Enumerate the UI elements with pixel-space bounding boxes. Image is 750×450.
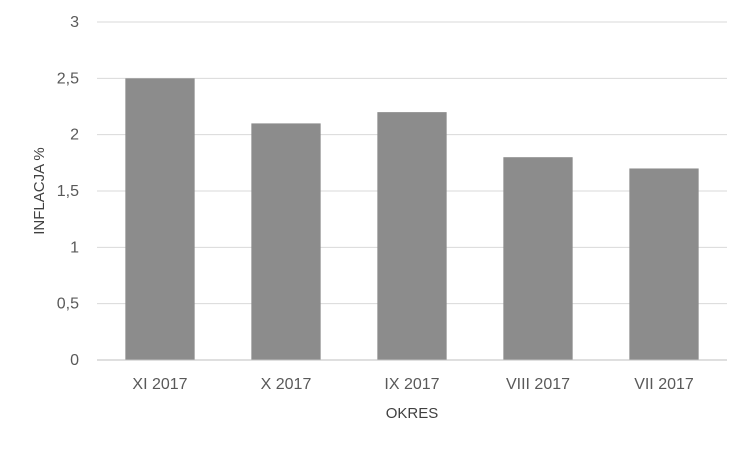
y-tick-label: 1 — [70, 239, 79, 256]
x-axis-title: OKRES — [386, 405, 439, 422]
y-tick-label: 0,5 — [57, 296, 79, 313]
bar — [629, 168, 699, 360]
bar — [251, 123, 321, 361]
y-tick-labels: 0 0,5 1 1,5 2 2,5 3 — [57, 14, 79, 369]
x-tick-labels: XI 2017 X 2017 IX 2017 VIII 2017 VII 2017 — [132, 376, 693, 393]
y-tick-label: 0 — [70, 352, 79, 369]
y-tick-label: 2 — [70, 127, 79, 144]
y-tick-label: 2,5 — [57, 70, 79, 87]
bar — [377, 112, 447, 360]
x-tick-label: XI 2017 — [132, 376, 187, 393]
x-tick-label: VIII 2017 — [506, 376, 570, 393]
bars-group — [125, 78, 699, 361]
x-tick-label: IX 2017 — [384, 376, 439, 393]
bar — [125, 78, 195, 360]
y-axis-title: INFLACJA % — [31, 147, 48, 235]
y-tick-label: 3 — [70, 14, 79, 31]
x-tick-label: X 2017 — [261, 376, 312, 393]
x-tick-label: VII 2017 — [634, 376, 694, 393]
bar — [503, 157, 573, 360]
y-tick-label: 1,5 — [57, 183, 79, 200]
